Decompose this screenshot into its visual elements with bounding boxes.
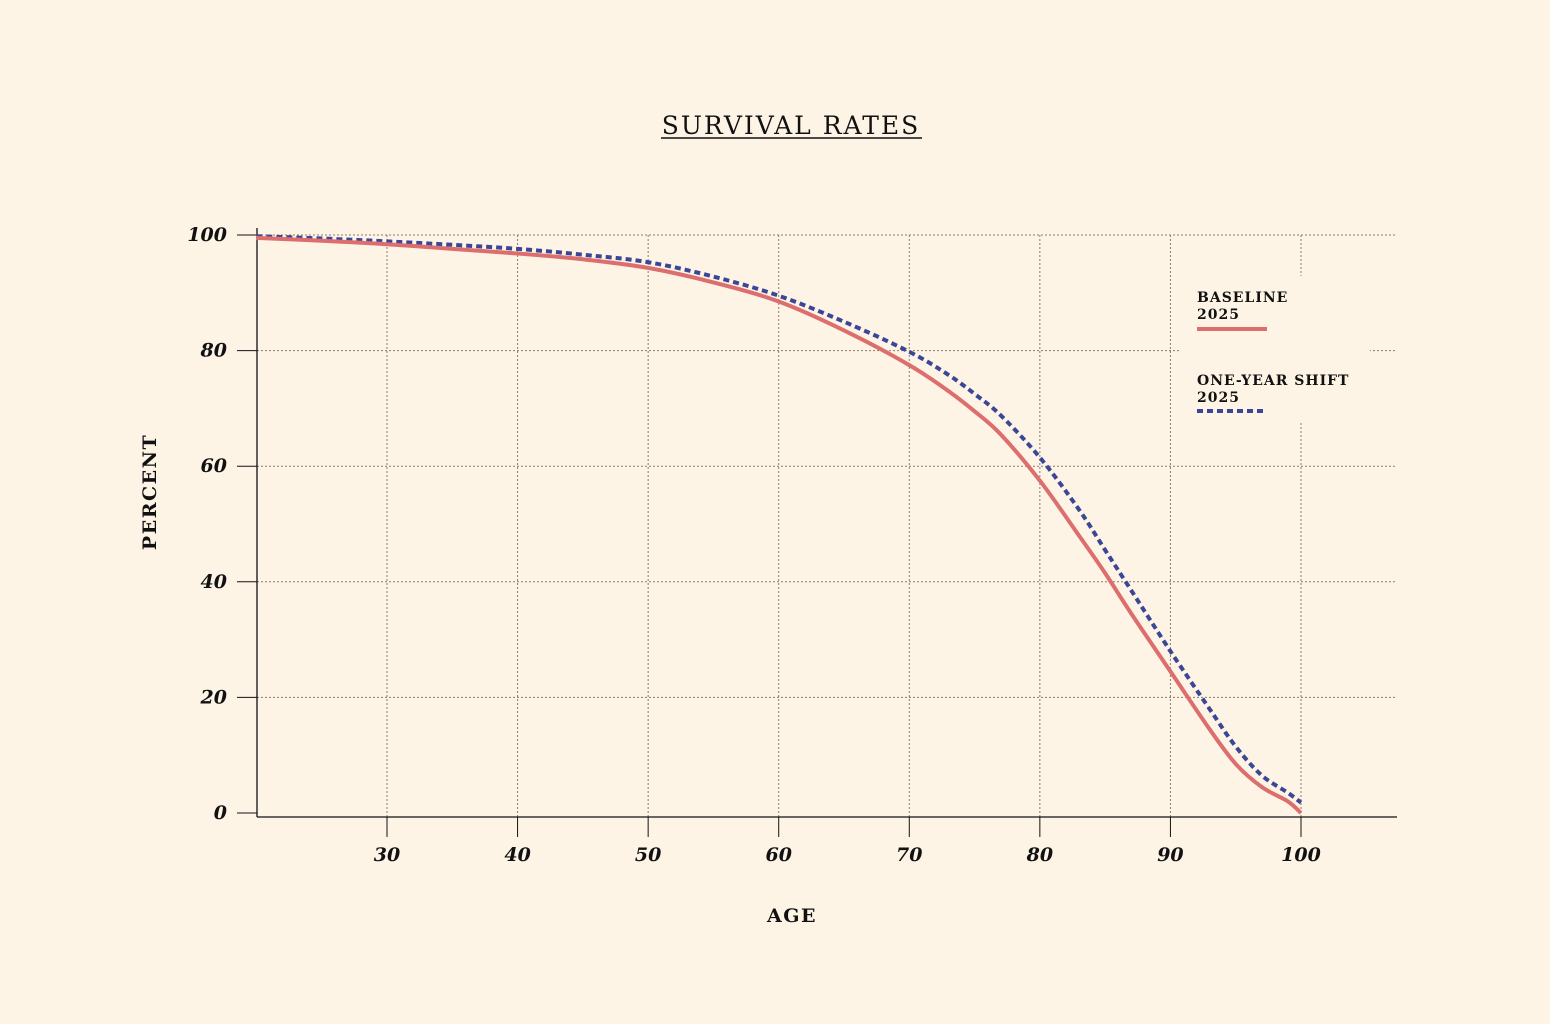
x-axis-title: AGE — [766, 905, 817, 927]
x-tick-label-70: 70 — [896, 844, 922, 866]
y-tick-label-0: 0 — [214, 802, 227, 824]
legend-item-baseline: BASELINE 2025 — [1197, 290, 1288, 331]
legend-label-one-year-shift: ONE-YEAR SHIFT — [1197, 373, 1349, 389]
legend-label-baseline-year: 2025 — [1197, 307, 1240, 323]
series-lines — [256, 234, 1303, 815]
y-tick-label-80: 80 — [200, 340, 227, 362]
x-axis-ticks: 30 40 50 60 70 80 90 100 — [374, 817, 1321, 866]
legend: BASELINE 2025 ONE-YEAR SHIFT 2025 — [1197, 290, 1349, 413]
y-tick-label-60: 60 — [201, 455, 227, 477]
grid-lines — [257, 234, 1397, 817]
y-axis-title: PERCENT — [139, 434, 161, 550]
legend-item-one-year-shift: ONE-YEAR SHIFT 2025 — [1197, 373, 1349, 413]
x-tick-label-100: 100 — [1281, 844, 1321, 866]
x-tick-label-30: 30 — [374, 844, 400, 866]
x-tick-label-50: 50 — [635, 844, 661, 866]
y-tick-label-100: 100 — [187, 224, 227, 246]
x-tick-label-90: 90 — [1157, 844, 1183, 866]
x-tick-label-60: 60 — [765, 844, 791, 866]
legend-label-one-year-shift-year: 2025 — [1197, 390, 1240, 406]
series-line-one-year-shift — [256, 234, 1303, 805]
axes — [256, 228, 1397, 818]
y-tick-label-20: 20 — [200, 686, 227, 708]
x-tick-label-80: 80 — [1026, 844, 1053, 866]
legend-label-baseline: BASELINE — [1197, 290, 1288, 306]
chart-title: SURVIVAL RATES — [662, 111, 921, 140]
x-tick-label-40: 40 — [504, 844, 530, 866]
y-axis-ticks: 0 20 40 60 80 100 — [187, 224, 257, 824]
legend-background — [1180, 276, 1370, 422]
series-line-baseline — [256, 235, 1303, 815]
y-tick-label-40: 40 — [201, 571, 227, 593]
